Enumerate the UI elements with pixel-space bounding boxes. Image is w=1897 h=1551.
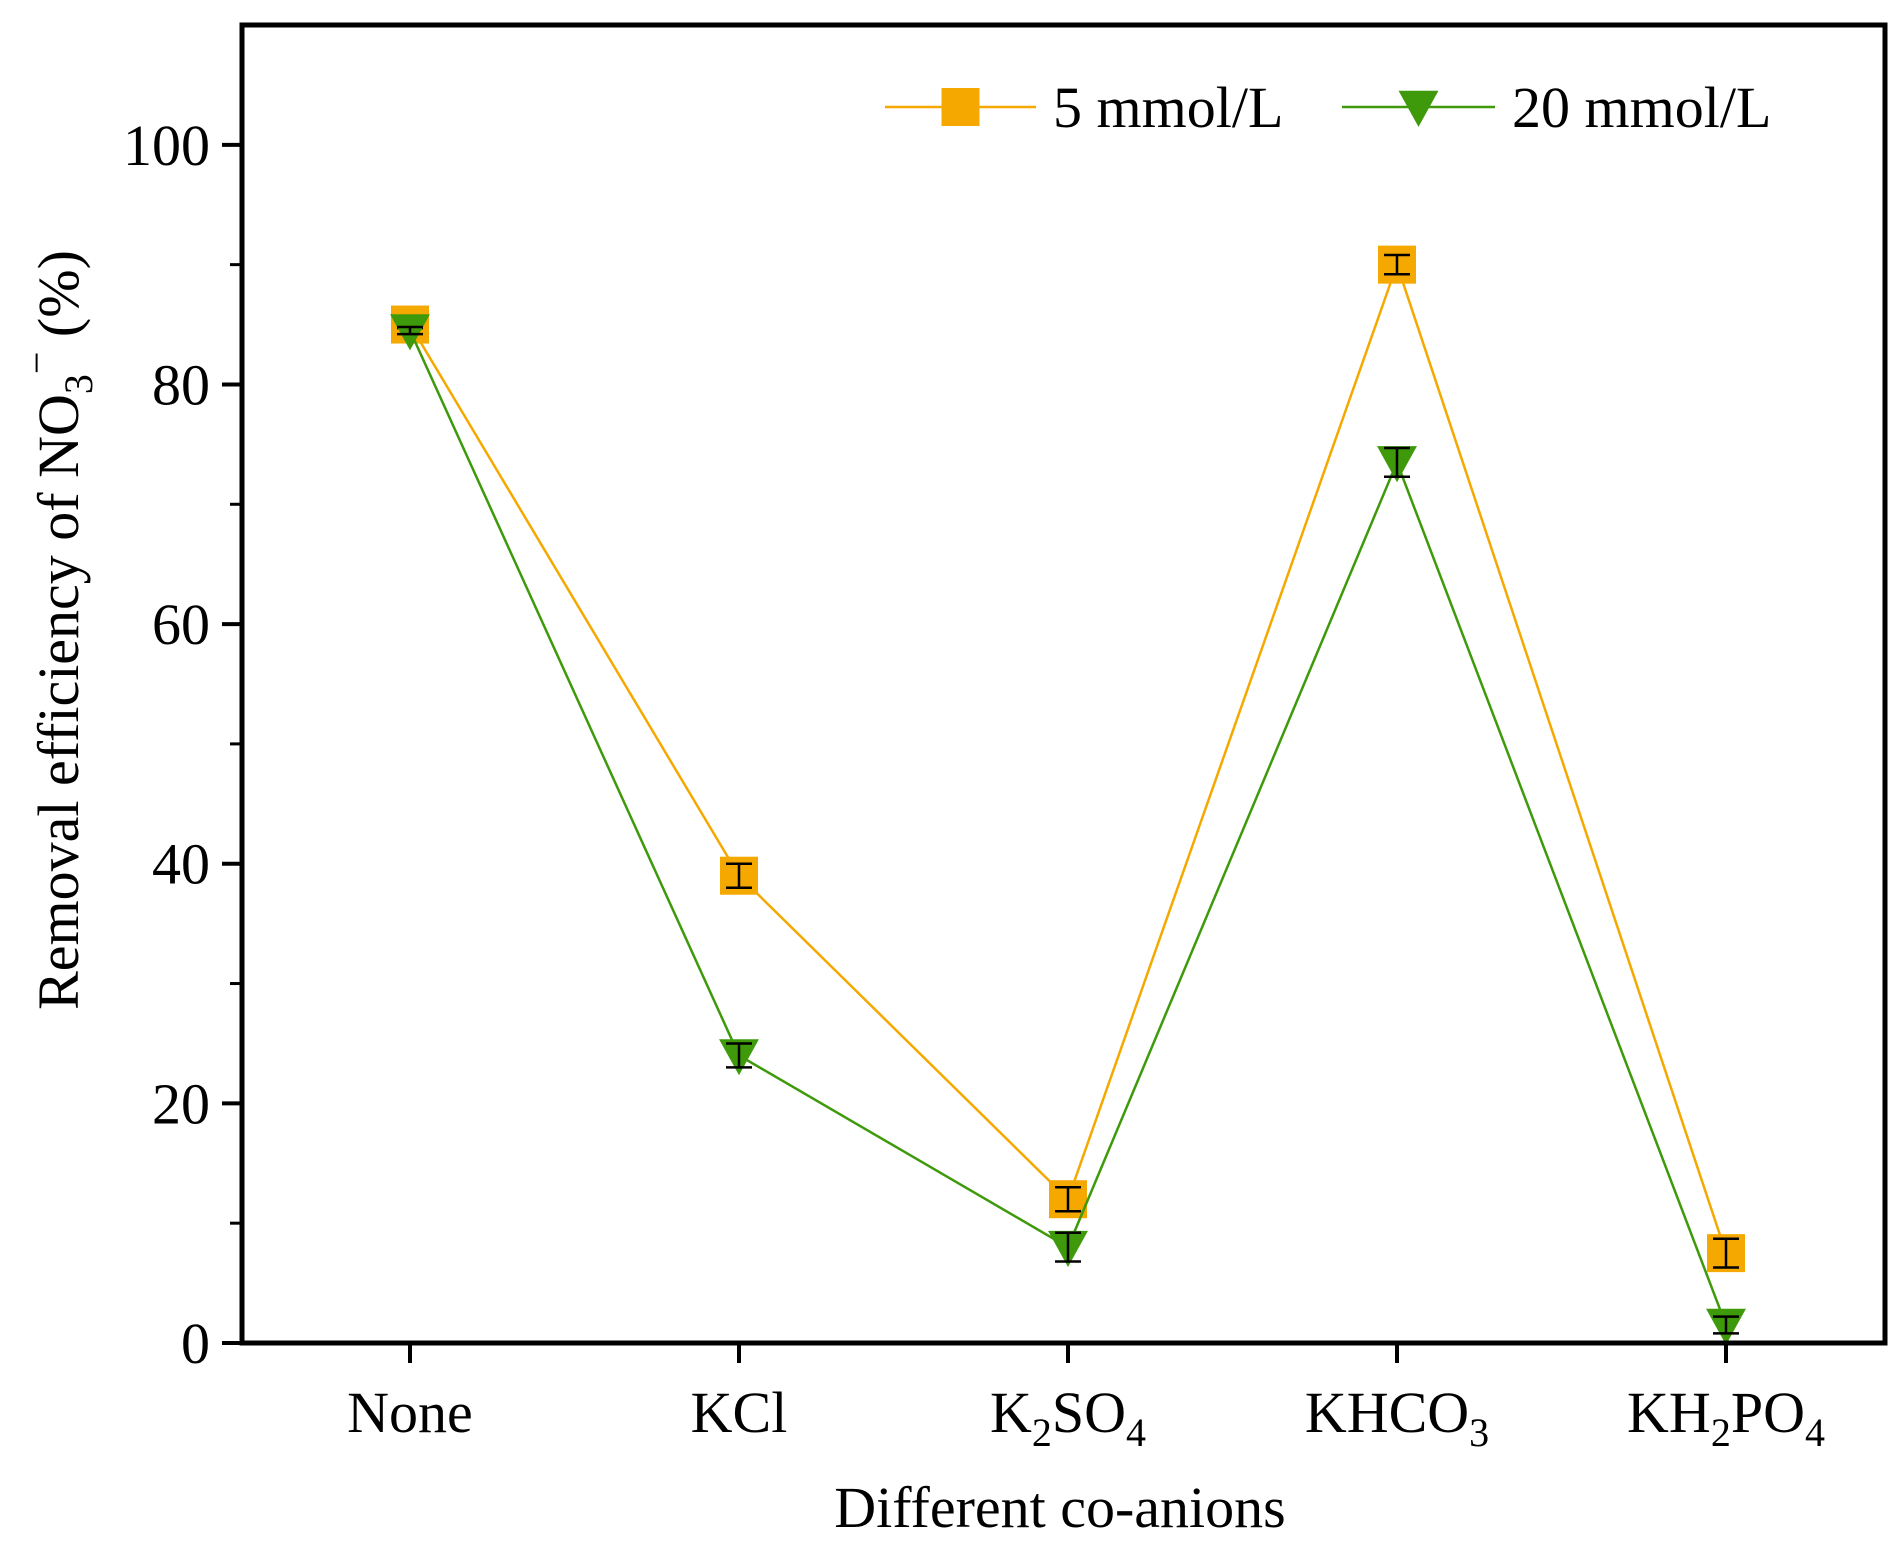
series-layer [390,245,1746,1345]
x-tick-text: SO [1052,1380,1126,1445]
y-tick-label: 20 [152,1071,210,1136]
x-tick-label: K2SO4 [990,1380,1146,1455]
legend-marker [1398,90,1439,127]
series-5-mmol [391,245,1745,1273]
y-axis-title-subscript: 3 [56,374,101,394]
y-tick-label: 80 [152,352,210,417]
y-tick-label: 40 [152,832,210,897]
x-tick-subscript: 3 [1469,1410,1489,1455]
y-tick-label: 100 [123,113,210,178]
x-tick-text: None [347,1380,473,1445]
x-tick-label: None [347,1380,473,1445]
x-tick-text: KHCO [1305,1380,1469,1445]
x-tick-label: KHCO3 [1305,1380,1489,1455]
y-axis-title-superscript: − [14,352,59,375]
series-20-mmol [390,314,1746,1345]
x-axis-title: Different co-anions [834,1475,1285,1540]
x-tick-subscript: 2 [1032,1410,1052,1455]
x-tick-text: KH [1627,1380,1711,1445]
y-tick-label: 60 [152,592,210,657]
y-tick-label: 0 [181,1311,210,1376]
x-tick-label: KCl [691,1380,788,1445]
x-tick-text: KCl [691,1380,788,1445]
legend: 5 mmol/L 20 mmol/L [885,75,1771,140]
x-tick-subscript: 2 [1711,1410,1731,1455]
x-tick-text: K [990,1380,1032,1445]
plot-frame [239,22,1888,1346]
y-axis-title-unit: (%) [26,250,91,351]
x-tick-subscript: 4 [1805,1410,1825,1455]
x-tick-subscript: 4 [1126,1410,1146,1455]
y-axis-title-text: Removal efficiency of NO [26,394,91,1010]
legend-label: 5 mmol/L [1053,75,1283,140]
axes-layer [222,22,1888,1363]
legend-item: 20 mmol/L [1342,75,1771,140]
legend-label: 20 mmol/L [1512,75,1771,140]
x-tick-text: PO [1731,1380,1805,1445]
x-tick-label: KH2PO4 [1627,1380,1825,1455]
y-axis-title: Removal efficiency of NO3− (%) [14,250,101,1010]
legend-marker [941,88,980,126]
legend-item: 5 mmol/L [885,75,1283,140]
